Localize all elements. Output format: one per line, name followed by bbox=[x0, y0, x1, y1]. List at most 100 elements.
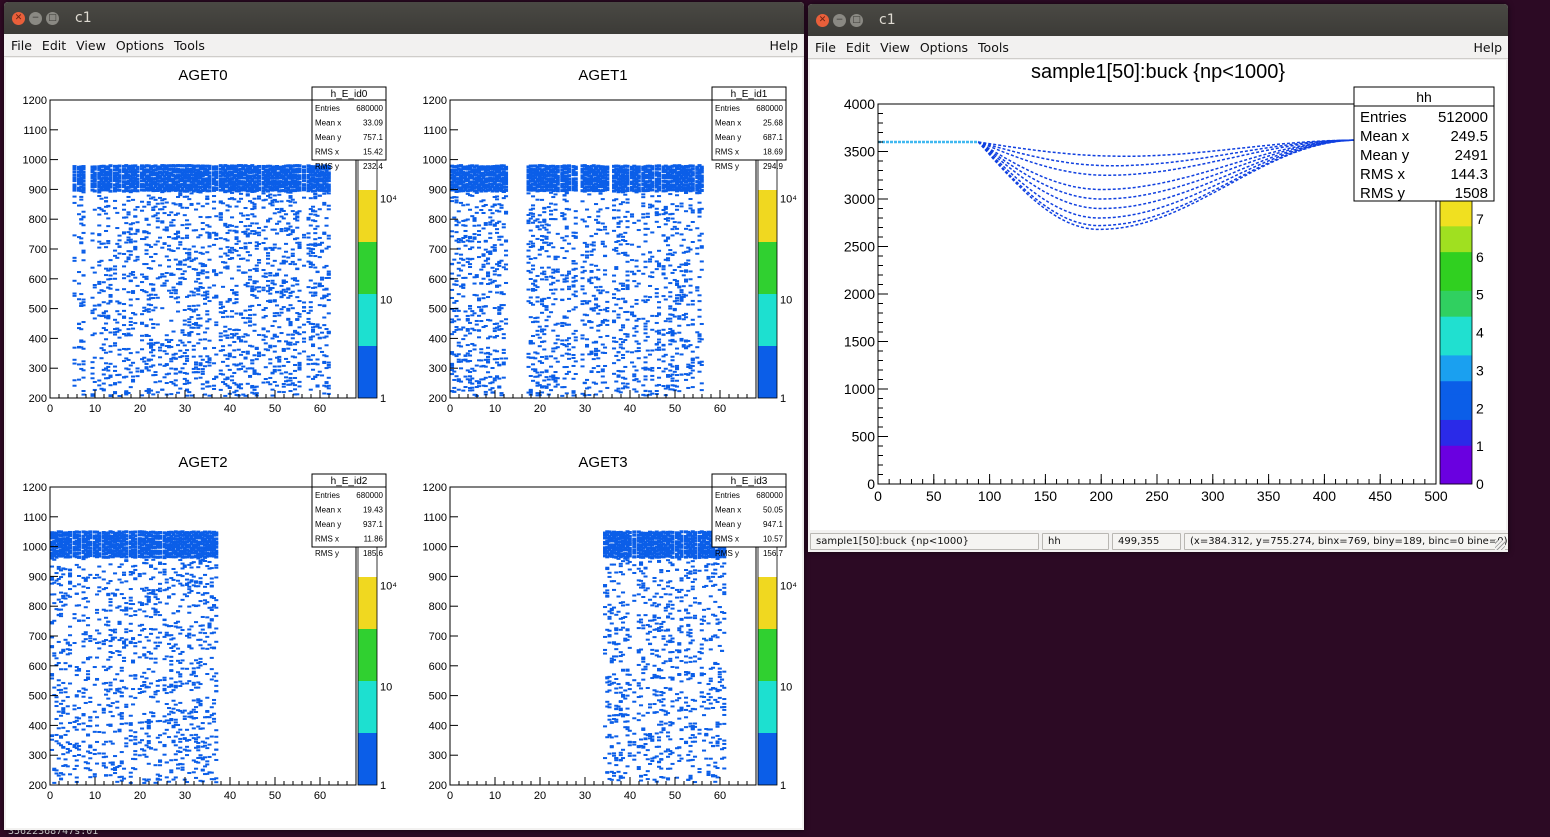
heatmap-cell bbox=[262, 382, 266, 384]
heatmap-cell bbox=[201, 228, 205, 230]
heatmap-cell bbox=[82, 341, 86, 343]
heatmap-cell bbox=[626, 311, 630, 313]
heatmap-cell bbox=[298, 183, 302, 186]
heatmap-cell bbox=[596, 211, 600, 213]
menu-edit[interactable]: Edit bbox=[42, 38, 66, 53]
heatmap-cell bbox=[673, 269, 677, 271]
heatmap-cell bbox=[547, 267, 551, 269]
left-canvas-window[interactable]: ✕ − □ c1 File Edit View Options Tools He… bbox=[4, 2, 804, 830]
heatmap-cell bbox=[82, 183, 86, 186]
heatmap-cell bbox=[502, 377, 506, 379]
heatmap-cell bbox=[545, 309, 549, 311]
y-tick-label: 900 bbox=[29, 184, 47, 196]
heatmap-cell bbox=[212, 284, 216, 286]
heatmap-cell bbox=[630, 244, 634, 246]
maximize-icon[interactable]: □ bbox=[46, 12, 59, 25]
heatmap-cell bbox=[599, 229, 603, 231]
heatmap-cell bbox=[264, 276, 268, 278]
heatmap-cell bbox=[612, 347, 616, 349]
heatmap-cell bbox=[273, 247, 277, 249]
heatmap-cell bbox=[464, 310, 468, 312]
menu-file[interactable]: File bbox=[11, 38, 32, 53]
heatmap-cell bbox=[277, 314, 281, 316]
heatmap-cell bbox=[540, 300, 544, 302]
heatmap-cell bbox=[605, 170, 609, 173]
menu-options[interactable]: Options bbox=[116, 38, 164, 53]
heatmap-cell bbox=[549, 289, 553, 291]
heatmap-cell bbox=[671, 380, 675, 382]
heatmap-cell bbox=[277, 194, 281, 196]
heatmap-cell bbox=[219, 339, 223, 341]
heatmap-cell bbox=[320, 279, 324, 281]
heatmap-cell bbox=[621, 326, 625, 328]
close-icon[interactable]: ✕ bbox=[12, 12, 25, 25]
heatmap-cell bbox=[205, 203, 209, 205]
heatmap-cell bbox=[572, 365, 576, 367]
heatmap-cell bbox=[257, 183, 261, 186]
heatmap-cell bbox=[583, 292, 587, 294]
heatmap-cell bbox=[477, 247, 481, 249]
heatmap-cell bbox=[82, 188, 86, 191]
heatmap-cell bbox=[226, 337, 230, 339]
minimize-icon[interactable]: − bbox=[29, 12, 42, 25]
heatmap-cell bbox=[599, 292, 603, 294]
heatmap-cell bbox=[266, 381, 270, 383]
heatmap-cell bbox=[275, 223, 279, 225]
heatmap-cell bbox=[666, 259, 670, 261]
heatmap-cell bbox=[527, 289, 531, 291]
heatmap-cell bbox=[145, 236, 149, 238]
heatmap-cell bbox=[637, 270, 641, 272]
heatmap-cell bbox=[199, 282, 203, 284]
heatmap-cell bbox=[223, 395, 227, 397]
heatmap-cell bbox=[277, 359, 281, 361]
heatmap-cell bbox=[239, 247, 243, 249]
heatmap-cell bbox=[208, 175, 212, 178]
heatmap-cell bbox=[113, 319, 117, 321]
heatmap-cell bbox=[450, 235, 454, 237]
heatmap-cell bbox=[257, 262, 261, 264]
heatmap-cell bbox=[637, 190, 641, 192]
left-titlebar[interactable]: ✕ − □ c1 bbox=[4, 2, 804, 34]
heatmap-cell bbox=[158, 349, 162, 351]
heatmap-cell bbox=[691, 165, 695, 168]
menu-view[interactable]: View bbox=[76, 38, 106, 53]
heatmap-cell bbox=[325, 217, 329, 219]
heatmap-cell bbox=[291, 253, 295, 255]
menu-help[interactable]: Help bbox=[770, 38, 799, 53]
heatmap-cell bbox=[257, 259, 261, 261]
heatmap-cell bbox=[181, 237, 185, 239]
heatmap-cell bbox=[277, 269, 281, 271]
heatmap-cell bbox=[271, 325, 275, 327]
heatmap-cell bbox=[641, 216, 645, 218]
heatmap-cell bbox=[556, 256, 560, 258]
heatmap-cell bbox=[165, 339, 169, 341]
heatmap-cell bbox=[275, 336, 279, 338]
menu-tools[interactable]: Tools bbox=[174, 38, 205, 53]
heatmap-cell bbox=[594, 286, 598, 288]
heatmap-cell bbox=[675, 374, 679, 376]
heatmap-cell bbox=[650, 329, 654, 331]
heatmap-cell bbox=[459, 202, 463, 204]
heatmap-cell bbox=[201, 253, 205, 255]
heatmap-cell bbox=[560, 237, 564, 239]
heatmap-cell bbox=[298, 300, 302, 302]
heatmap-cell bbox=[675, 380, 679, 382]
heatmap-cell bbox=[262, 242, 266, 244]
heatmap-cell bbox=[635, 320, 639, 322]
heatmap-cell bbox=[277, 356, 281, 358]
heatmap-cell bbox=[648, 258, 652, 260]
heatmap-cell bbox=[163, 212, 167, 214]
heatmap-cell bbox=[657, 186, 661, 189]
heatmap-cell bbox=[325, 295, 329, 297]
heatmap-cell bbox=[91, 377, 95, 379]
heatmap-cell bbox=[307, 356, 311, 358]
heatmap-cell bbox=[212, 388, 216, 390]
heatmap-cell bbox=[178, 192, 182, 194]
heatmap-cell bbox=[322, 204, 326, 206]
heatmap-cell bbox=[675, 194, 679, 196]
heatmap-cell bbox=[79, 196, 83, 198]
heatmap-cell bbox=[322, 361, 326, 363]
heatmap-cell bbox=[470, 258, 474, 260]
